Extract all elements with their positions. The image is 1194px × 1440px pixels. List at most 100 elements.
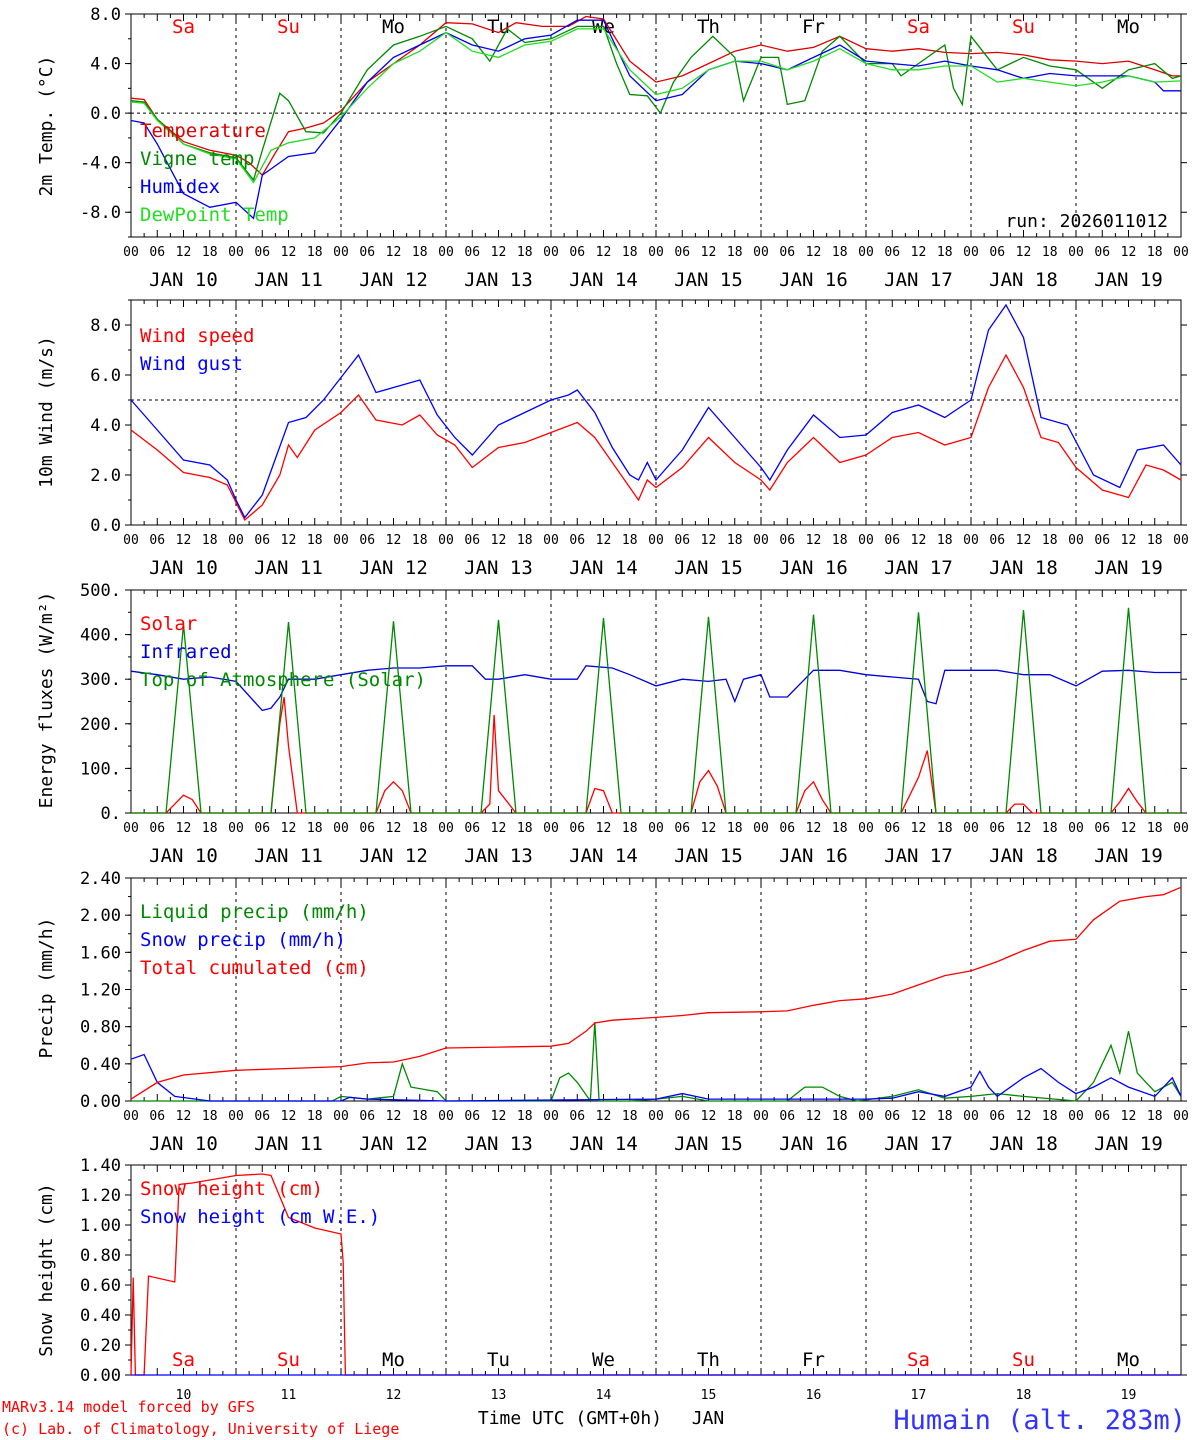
day-name-label: Tu <box>487 1349 510 1371</box>
x-day-number-label: 19 <box>1121 1388 1137 1403</box>
x-hour-label: 00 <box>333 533 349 548</box>
x-day-number-label: 12 <box>386 1388 402 1403</box>
series-line-temperature <box>130 15 1181 177</box>
x-hour-label: 12 <box>1121 821 1137 836</box>
x-hour-label: 18 <box>202 533 218 548</box>
y-tick-label: 0.60 <box>80 1276 121 1296</box>
x-hour-label: 18 <box>1042 1109 1058 1124</box>
x-hour-label: 00 <box>438 1109 454 1124</box>
x-hour-label: 06 <box>149 1109 165 1124</box>
x-hour-label: 00 <box>753 245 769 260</box>
x-hour-label: 00 <box>648 245 664 260</box>
x-hour-label: 18 <box>937 245 953 260</box>
y-tick-label: 500. <box>80 581 121 601</box>
x-date-label: JAN 13 <box>464 1133 533 1155</box>
x-date-label: JAN 14 <box>569 269 638 291</box>
x-day-number-label: 11 <box>281 1388 297 1403</box>
x-hour-label: 18 <box>1042 533 1058 548</box>
x-hour-label: 18 <box>622 1109 638 1124</box>
legend-entry: Liquid precip (mm/h) <box>140 901 369 923</box>
series-line-wind-gust <box>130 303 1182 519</box>
x-hour-label: 18 <box>412 533 428 548</box>
x-date-label: JAN 10 <box>149 557 218 579</box>
y-tick-label: -4.0 <box>80 154 121 174</box>
x-hour-label: 00 <box>333 1109 349 1124</box>
x-hour-label: 12 <box>176 1109 192 1124</box>
y-tick-label: 4.0 <box>90 416 121 436</box>
run-annotation: run: 2026011012 <box>1005 211 1168 232</box>
x-hour-label: 12 <box>386 821 402 836</box>
x-date-label: JAN 16 <box>779 557 848 579</box>
day-name-label: Su <box>1012 16 1035 38</box>
x-hour-label: 00 <box>123 821 139 836</box>
x-hour-label: 18 <box>307 533 323 548</box>
x-date-label: JAN 17 <box>884 1133 953 1155</box>
day-name-label: Th <box>697 1349 720 1371</box>
x-date-label: JAN 12 <box>359 845 428 867</box>
x-hour-label: 06 <box>569 533 585 548</box>
x-hour-label: 12 <box>176 821 192 836</box>
x-hour-label: 00 <box>858 821 874 836</box>
x-hour-label: 00 <box>753 1109 769 1124</box>
y-tick-label: 0. <box>101 804 121 824</box>
x-hour-label: 06 <box>989 1109 1005 1124</box>
snow-y-axis-label: Snow height (cm) <box>36 1183 57 1356</box>
institution-credit-line: (c) Lab. of Climatology, University of L… <box>2 1420 399 1438</box>
y-tick-label: 0.80 <box>80 1246 121 1266</box>
day-name-label: Fr <box>802 1349 825 1371</box>
x-date-label: JAN 14 <box>569 557 638 579</box>
x-date-label: JAN 14 <box>569 1133 638 1155</box>
x-hour-label: 00 <box>543 1109 559 1124</box>
legend-entry: Snow height (cm W.E.) <box>140 1206 380 1228</box>
x-hour-label: 06 <box>149 533 165 548</box>
x-day-number-label: 14 <box>596 1388 612 1403</box>
x-hour-label: 12 <box>491 821 507 836</box>
day-name-label: Mo <box>1117 16 1140 38</box>
x-hour-label: 06 <box>884 245 900 260</box>
x-date-label: JAN 18 <box>989 1133 1058 1155</box>
x-hour-label: 12 <box>806 245 822 260</box>
x-hour-label: 18 <box>937 821 953 836</box>
y-tick-label: -8.0 <box>80 203 121 223</box>
x-hour-label: 00 <box>648 1109 664 1124</box>
x-hour-label: 00 <box>1068 533 1084 548</box>
x-hour-label: 00 <box>1173 533 1189 548</box>
x-hour-label: 18 <box>622 533 638 548</box>
x-hour-label: 06 <box>464 245 480 260</box>
x-hour-label: 12 <box>386 1109 402 1124</box>
x-hour-label: 12 <box>176 245 192 260</box>
x-hour-label: 06 <box>989 533 1005 548</box>
x-date-label: JAN 17 <box>884 557 953 579</box>
x-hour-label: 12 <box>911 533 927 548</box>
x-hour-label: 00 <box>543 245 559 260</box>
y-tick-label: 0.20 <box>80 1336 121 1356</box>
x-hour-label: 00 <box>543 821 559 836</box>
x-date-label: JAN 19 <box>1094 557 1163 579</box>
x-hour-label: 06 <box>359 245 375 260</box>
x-hour-label: 12 <box>701 533 717 548</box>
x-hour-label: 18 <box>517 533 533 548</box>
y-tick-label: 6.0 <box>90 366 121 386</box>
legend-entry: Snow height (cm) <box>140 1178 323 1200</box>
x-hour-label: 00 <box>648 821 664 836</box>
day-name-label: Su <box>277 16 300 38</box>
series-line-wind-speed <box>130 353 1182 522</box>
x-date-label: JAN 17 <box>884 845 953 867</box>
x-hour-label: 00 <box>963 245 979 260</box>
x-axis-title: Time UTC (GMT+0h) <box>478 1408 662 1429</box>
x-hour-label: 12 <box>386 245 402 260</box>
x-hour-label: 00 <box>438 245 454 260</box>
x-hour-label: 18 <box>412 821 428 836</box>
x-hour-label: 18 <box>412 245 428 260</box>
x-hour-label: 12 <box>491 1109 507 1124</box>
x-date-label: JAN 18 <box>989 269 1058 291</box>
x-hour-label: 06 <box>779 245 795 260</box>
y-tick-label: 0.0 <box>90 516 121 536</box>
legend-entry: Temperature <box>140 120 266 142</box>
x-date-label: JAN 10 <box>149 1133 218 1155</box>
x-hour-label: 06 <box>254 245 270 260</box>
x-hour-label: 18 <box>832 821 848 836</box>
y-tick-label: 8.0 <box>90 316 121 336</box>
x-hour-label: 12 <box>1121 533 1137 548</box>
y-tick-label: 1.40 <box>80 1156 121 1176</box>
